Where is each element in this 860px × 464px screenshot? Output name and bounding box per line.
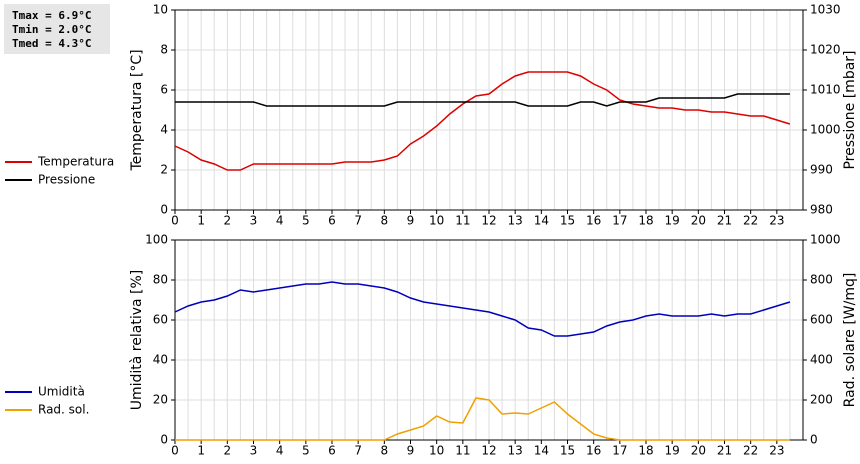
x-tick-label: 10 bbox=[429, 444, 444, 458]
y-tick-label: 60 bbox=[153, 313, 168, 327]
x-tick-label: 19 bbox=[665, 444, 680, 458]
stats-box bbox=[4, 4, 110, 54]
legend-label: Pressione bbox=[38, 173, 95, 187]
x-tick-label: 18 bbox=[638, 214, 653, 228]
y2-tick-label: 400 bbox=[810, 353, 833, 367]
y2-tick-label: 1010 bbox=[810, 83, 841, 97]
x-tick-label: 8 bbox=[381, 444, 389, 458]
y-tick-label: 80 bbox=[153, 273, 168, 287]
y2-tick-label: 200 bbox=[810, 393, 833, 407]
y2-tick-label: 1000 bbox=[810, 233, 841, 247]
x-tick-label: 11 bbox=[455, 444, 470, 458]
series-line bbox=[175, 93, 790, 107]
x-tick-label: 4 bbox=[276, 444, 284, 458]
legend-label: Umidità bbox=[38, 385, 85, 399]
series-line bbox=[174, 71, 791, 171]
y-tick-label: 20 bbox=[153, 393, 168, 407]
x-tick-label: 20 bbox=[691, 214, 706, 228]
x-tick-label: 17 bbox=[612, 214, 627, 228]
x-tick-label: 22 bbox=[743, 214, 758, 228]
y-tick-label: 10 bbox=[153, 3, 168, 17]
y2-tick-label: 600 bbox=[810, 313, 833, 327]
x-tick-label: 2 bbox=[224, 444, 232, 458]
y-tick-label: 8 bbox=[160, 43, 168, 57]
x-tick-label: 15 bbox=[560, 444, 575, 458]
x-tick-label: 1 bbox=[197, 214, 205, 228]
y-axis-label: Temperatura [°C] bbox=[129, 49, 145, 171]
x-tick-label: 21 bbox=[717, 214, 732, 228]
y2-axis-label: Rad. solare [W/mq] bbox=[842, 273, 858, 408]
y-tick-label: 4 bbox=[160, 123, 168, 137]
y-tick-label: 0 bbox=[160, 433, 168, 447]
x-tick-label: 17 bbox=[612, 444, 627, 458]
y-tick-label: 6 bbox=[160, 83, 168, 97]
y-axis-label: Umidità relativa [%] bbox=[129, 270, 145, 411]
x-tick-label: 7 bbox=[354, 444, 362, 458]
y-tick-label: 40 bbox=[153, 353, 168, 367]
stat-line: Tmin = 2.0°C bbox=[12, 23, 91, 36]
x-tick-label: 13 bbox=[508, 444, 523, 458]
x-tick-label: 14 bbox=[534, 214, 549, 228]
legend-label: Rad. sol. bbox=[38, 403, 89, 417]
x-tick-label: 9 bbox=[407, 444, 415, 458]
y-tick-label: 100 bbox=[145, 233, 168, 247]
x-tick-label: 0 bbox=[171, 214, 179, 228]
series-line bbox=[174, 281, 791, 337]
x-tick-label: 18 bbox=[638, 444, 653, 458]
x-tick-label: 23 bbox=[769, 214, 784, 228]
x-tick-label: 22 bbox=[743, 444, 758, 458]
y2-tick-label: 1000 bbox=[810, 123, 841, 137]
x-tick-label: 12 bbox=[481, 214, 496, 228]
x-tick-label: 11 bbox=[455, 214, 470, 228]
stat-line: Tmed = 4.3°C bbox=[12, 37, 91, 50]
x-tick-label: 6 bbox=[328, 214, 336, 228]
x-tick-label: 3 bbox=[250, 214, 258, 228]
x-tick-label: 6 bbox=[328, 444, 336, 458]
x-tick-label: 4 bbox=[276, 214, 284, 228]
y2-tick-label: 980 bbox=[810, 203, 833, 217]
x-tick-label: 3 bbox=[250, 444, 258, 458]
x-tick-label: 0 bbox=[171, 444, 179, 458]
y2-axis-label: Pressione [mbar] bbox=[842, 50, 858, 169]
x-tick-label: 14 bbox=[534, 444, 549, 458]
x-tick-label: 15 bbox=[560, 214, 575, 228]
x-tick-label: 5 bbox=[302, 214, 310, 228]
x-tick-label: 12 bbox=[481, 444, 496, 458]
legend-label: Temperatura bbox=[37, 155, 114, 169]
x-tick-label: 20 bbox=[691, 444, 706, 458]
stat-line: Tmax = 6.9°C bbox=[12, 9, 91, 22]
y-tick-label: 0 bbox=[160, 203, 168, 217]
x-tick-label: 10 bbox=[429, 214, 444, 228]
x-tick-label: 9 bbox=[407, 214, 415, 228]
y-tick-label: 2 bbox=[160, 163, 168, 177]
y2-tick-label: 1020 bbox=[810, 43, 841, 57]
x-tick-label: 2 bbox=[224, 214, 232, 228]
y2-tick-label: 800 bbox=[810, 273, 833, 287]
y2-tick-label: 990 bbox=[810, 163, 833, 177]
x-tick-label: 13 bbox=[508, 214, 523, 228]
x-tick-label: 23 bbox=[769, 444, 784, 458]
x-tick-label: 5 bbox=[302, 444, 310, 458]
x-tick-label: 1 bbox=[197, 444, 205, 458]
x-tick-label: 8 bbox=[381, 214, 389, 228]
x-tick-label: 19 bbox=[665, 214, 680, 228]
x-tick-label: 7 bbox=[354, 214, 362, 228]
x-tick-label: 21 bbox=[717, 444, 732, 458]
x-tick-label: 16 bbox=[586, 214, 601, 228]
x-tick-label: 16 bbox=[586, 444, 601, 458]
y2-tick-label: 1030 bbox=[810, 3, 841, 17]
y2-tick-label: 0 bbox=[810, 433, 818, 447]
series-line bbox=[175, 397, 790, 441]
